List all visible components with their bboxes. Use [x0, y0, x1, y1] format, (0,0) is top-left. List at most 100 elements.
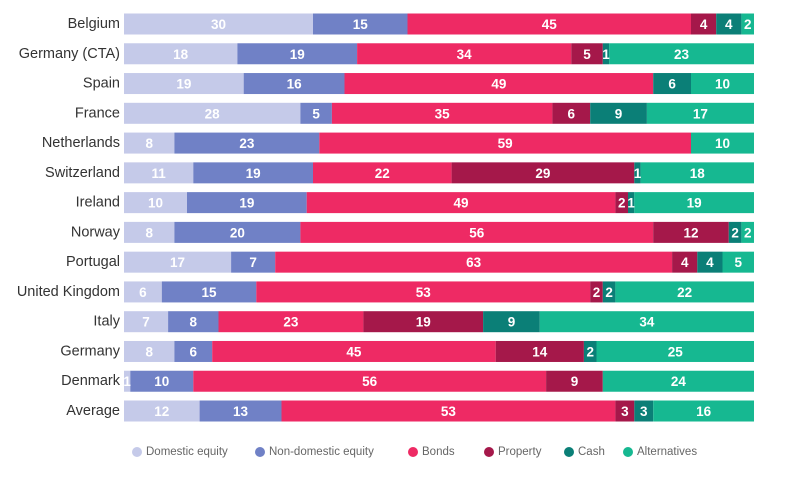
value-label-switzerland-non-domestic-equity: 19 — [246, 166, 261, 181]
value-label-belgium-bonds: 45 — [542, 17, 558, 32]
legend-marker-non-domestic-equity — [255, 447, 265, 457]
bar-denmark-alternatives — [602, 370, 754, 392]
category-label-norway: Norway — [71, 224, 121, 240]
category-label-belgium: Belgium — [68, 16, 120, 32]
value-label-france-cash: 9 — [615, 106, 623, 121]
legend-item-non-domestic-equity: Non-domestic equity — [255, 446, 374, 458]
value-label-germany-cash: 2 — [586, 344, 594, 359]
bar-italy-domestic-equity — [124, 311, 169, 333]
value-label-france-non-domestic-equity: 5 — [312, 106, 320, 121]
bar-portugal-bonds — [275, 251, 673, 273]
bar-belgium-domestic-equity — [124, 13, 313, 35]
value-label-spain-cash: 6 — [668, 77, 676, 92]
category-label-spain: Spain — [83, 76, 120, 92]
value-label-denmark-domestic-equity: 1 — [123, 374, 131, 389]
category-label-france: France — [75, 105, 120, 121]
bar-germany-non-domestic-equity — [174, 340, 213, 362]
legend-marker-domestic-equity — [132, 447, 142, 457]
bar-switzerland-bonds — [313, 162, 452, 184]
bar-belgium-cash — [716, 13, 742, 35]
legend-marker-alternatives — [623, 447, 633, 457]
legend-label-property: Property — [498, 446, 542, 458]
legend-item-cash: Cash — [564, 446, 605, 458]
bar-average-alternatives — [653, 400, 754, 422]
value-label-ireland-cash: 1 — [627, 196, 635, 211]
bar-netherlands-bonds — [319, 132, 691, 154]
value-label-italy-non-domestic-equity: 8 — [190, 315, 198, 330]
legend-label-domestic-equity: Domestic equity — [146, 446, 228, 458]
bar-germany-domestic-equity — [124, 340, 175, 362]
value-label-belgium-alternatives: 2 — [744, 17, 752, 32]
value-label-germany-cta-bonds: 34 — [457, 47, 473, 62]
value-label-france-bonds: 35 — [435, 106, 451, 121]
bar-belgium-property — [691, 13, 717, 35]
bar-ireland-alternatives — [634, 192, 754, 214]
value-label-netherlands-non-domestic-equity: 23 — [239, 136, 255, 151]
value-label-average-non-domestic-equity: 13 — [233, 404, 249, 419]
value-label-united-kingdom-bonds: 53 — [416, 285, 432, 300]
bar-denmark-domestic-equity — [124, 370, 131, 392]
value-label-germany-cta-domestic-equity: 18 — [173, 47, 189, 62]
bar-ireland-cash — [628, 192, 635, 214]
value-label-denmark-property: 9 — [571, 374, 579, 389]
value-label-denmark-alternatives: 24 — [671, 374, 687, 389]
bar-norway-cash — [728, 221, 742, 243]
legend-item-alternatives: Alternatives — [623, 446, 697, 458]
bar-average-non-domestic-equity — [199, 400, 282, 422]
value-label-italy-domestic-equity: 7 — [142, 315, 150, 330]
bar-united-kingdom-bonds — [256, 281, 591, 303]
bar-portugal-alternatives — [722, 251, 754, 273]
category-label-germany-cta: Germany (CTA) — [19, 46, 120, 62]
value-label-average-alternatives: 16 — [696, 404, 712, 419]
value-label-average-cash: 3 — [640, 404, 648, 419]
bar-norway-non-domestic-equity — [174, 221, 301, 243]
bar-united-kingdom-non-domestic-equity — [161, 281, 257, 303]
value-label-france-alternatives: 17 — [693, 106, 708, 121]
value-label-ireland-domestic-equity: 10 — [148, 196, 163, 211]
value-label-switzerland-domestic-equity: 11 — [152, 166, 167, 181]
category-label-average: Average — [66, 403, 120, 419]
value-label-ireland-alternatives: 19 — [687, 196, 702, 211]
bar-switzerland-non-domestic-equity — [193, 162, 313, 184]
bar-spain-non-domestic-equity — [243, 73, 345, 95]
bar-france-cash — [590, 102, 647, 124]
bar-denmark-property — [546, 370, 603, 392]
bars-group — [124, 13, 754, 422]
legend-marker-bonds — [408, 447, 418, 457]
bar-spain-alternatives — [691, 73, 754, 95]
legend-item-property: Property — [484, 446, 542, 458]
bar-germany-cta-bonds — [357, 43, 572, 65]
value-label-germany-cta-non-domestic-equity: 19 — [290, 47, 305, 62]
value-label-norway-cash: 2 — [731, 225, 739, 240]
bar-germany-property — [495, 340, 584, 362]
bar-spain-domestic-equity — [124, 73, 244, 95]
bar-portugal-non-domestic-equity — [231, 251, 276, 273]
category-label-switzerland: Switzerland — [45, 165, 120, 181]
bar-ireland-property — [615, 192, 628, 214]
value-label-average-domestic-equity: 12 — [154, 404, 169, 419]
value-label-germany-non-domestic-equity: 6 — [190, 344, 198, 359]
value-label-united-kingdom-domestic-equity: 6 — [139, 285, 147, 300]
value-label-spain-alternatives: 10 — [715, 77, 730, 92]
value-label-norway-property: 12 — [683, 225, 698, 240]
bar-norway-bonds — [300, 221, 654, 243]
bar-italy-alternatives — [539, 311, 754, 333]
value-label-switzerland-cash: 1 — [634, 166, 642, 181]
bar-united-kingdom-property — [590, 281, 603, 303]
bar-germany-cta-domestic-equity — [124, 43, 238, 65]
bar-ireland-bonds — [306, 192, 616, 214]
bar-italy-cash — [483, 311, 540, 333]
bar-united-kingdom-alternatives — [615, 281, 754, 303]
value-label-united-kingdom-alternatives: 22 — [677, 285, 692, 300]
bar-switzerland-domestic-equity — [124, 162, 194, 184]
value-label-switzerland-bonds: 22 — [375, 166, 390, 181]
value-label-portugal-domestic-equity: 17 — [170, 255, 185, 270]
bar-portugal-domestic-equity — [124, 251, 232, 273]
bar-germany-cta-alternatives — [609, 43, 754, 65]
value-label-belgium-non-domestic-equity: 15 — [353, 17, 369, 32]
bar-norway-alternatives — [741, 221, 754, 243]
bar-switzerland-cash — [634, 162, 641, 184]
bar-italy-non-domestic-equity — [168, 311, 219, 333]
value-label-norway-alternatives: 2 — [744, 225, 752, 240]
